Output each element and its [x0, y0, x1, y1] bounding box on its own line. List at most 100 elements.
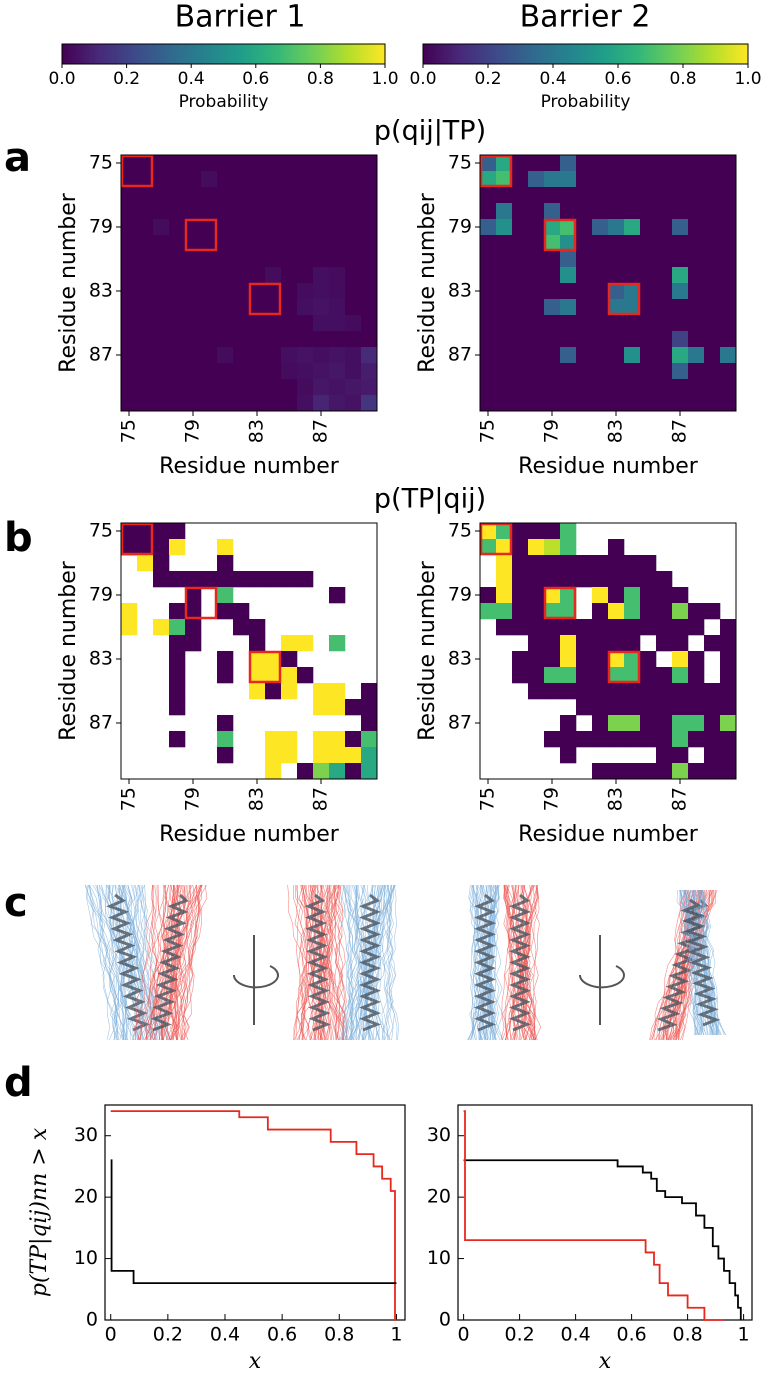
heatmap-cell [249, 635, 266, 652]
heatmap-cell [512, 379, 529, 396]
heatmap-cell [137, 395, 154, 412]
heatmap-cell [201, 331, 218, 348]
helix-ensemble [480, 884, 499, 1041]
heatmap-cell [672, 587, 689, 604]
heatmap-cell [137, 299, 154, 316]
heatmap-cell [704, 219, 721, 236]
heatmap-cell [640, 187, 657, 204]
heatmap-cell [656, 715, 673, 732]
heatmap-cell [496, 363, 513, 380]
heatmap-cell [640, 363, 657, 380]
heatmap-cell [313, 747, 330, 764]
heatmap-cell [608, 379, 625, 396]
heatmap-cell [217, 651, 234, 668]
heatmap-cell [640, 347, 657, 364]
y-tick-label: 79 [448, 216, 472, 238]
heatmap-cell [345, 203, 362, 220]
heatmap-cell [624, 587, 641, 604]
heatmap-cell [720, 219, 737, 236]
heatmap-cell [576, 379, 593, 396]
heatmap-cell [688, 251, 705, 268]
heatmap-cell [480, 363, 497, 380]
heatmap-cell [512, 523, 529, 540]
heatmap-cell [576, 283, 593, 300]
y-tick-label: 30 [74, 1124, 98, 1146]
heatmap-cell [688, 187, 705, 204]
heatmap-cell [313, 731, 330, 748]
heatmap-cell [496, 587, 513, 604]
heatmap-cell [656, 251, 673, 268]
heatmap-cell [672, 395, 689, 412]
heatmap-cell [512, 187, 529, 204]
heatmap-cell [608, 155, 625, 172]
heatmap-cell [201, 171, 218, 188]
helix-ensemble [309, 884, 330, 1041]
heatmap-cell [153, 523, 170, 540]
heatmap-cell [153, 171, 170, 188]
heatmap-cell [201, 315, 218, 332]
heatmap-cell [624, 331, 641, 348]
heatmap-cell [496, 523, 513, 540]
heatmap-cell [249, 683, 266, 700]
heatmap-cell [361, 363, 378, 380]
heatmap-cell [265, 667, 282, 684]
heatmap-cell [704, 187, 721, 204]
heatmap-cell [297, 347, 314, 364]
heatmap-cell [624, 299, 641, 316]
heatmap-cell [265, 315, 282, 332]
helix-ensemble [505, 884, 538, 1041]
heatmap-cell [704, 331, 721, 348]
heatmap-cell [153, 267, 170, 284]
heatmap-cell [608, 267, 625, 284]
helix-ensemble [113, 884, 145, 1041]
heatmap-cell [233, 219, 250, 236]
heatmap-cell [121, 395, 138, 412]
heatmap-cell [185, 331, 202, 348]
heatmap-cell [608, 555, 625, 572]
heatmap-cell [656, 155, 673, 172]
heatmap-cell [329, 299, 346, 316]
heatmap-cell [297, 283, 314, 300]
heatmap-cell [217, 155, 234, 172]
heatmap-cell [217, 235, 234, 252]
heatmap-cell [201, 155, 218, 172]
heatmap-cell [201, 571, 218, 588]
heatmap-cell [201, 363, 218, 380]
heatmap-cell [592, 155, 609, 172]
heatmap-cell [576, 635, 593, 652]
heatmap-cell [345, 299, 362, 316]
heatmap-cell [153, 315, 170, 332]
heatmap-cell [544, 571, 561, 588]
heatmap-cell [121, 347, 138, 364]
highlight-box [543, 218, 577, 252]
heatmap-cell [688, 715, 705, 732]
helix-ensemble [361, 884, 381, 1041]
heatmap-cell [496, 331, 513, 348]
helix-ensemble [306, 884, 337, 1041]
heatmap-cell [201, 299, 218, 316]
heatmap-cell [496, 347, 513, 364]
heatmap-cell [121, 315, 138, 332]
heatmap-cell [608, 203, 625, 220]
heatmap-cell [704, 699, 721, 716]
rotation-arrow [232, 965, 279, 989]
heatmap-cell [528, 315, 545, 332]
heatmap-cell [217, 171, 234, 188]
heatmap-cell [281, 187, 298, 204]
heatmap-cell [201, 283, 218, 300]
heatmap-cell [608, 667, 625, 684]
heatmap-cell [137, 187, 154, 204]
helix-ensemble [385, 884, 394, 1041]
y-tick-label: 10 [427, 1247, 451, 1269]
heatmap-cell [137, 379, 154, 396]
heatmap-cell [624, 731, 641, 748]
heatmap-cell [217, 347, 234, 364]
heatmap-cell [656, 603, 673, 620]
heatmap-cell [672, 699, 689, 716]
heatmap-cell [153, 235, 170, 252]
heatmap-cell [480, 203, 497, 220]
heatmap-cell [592, 635, 609, 652]
heatmap-cell [169, 155, 186, 172]
x-tick-label: 83 [246, 419, 268, 443]
heatmap-cell [528, 203, 545, 220]
